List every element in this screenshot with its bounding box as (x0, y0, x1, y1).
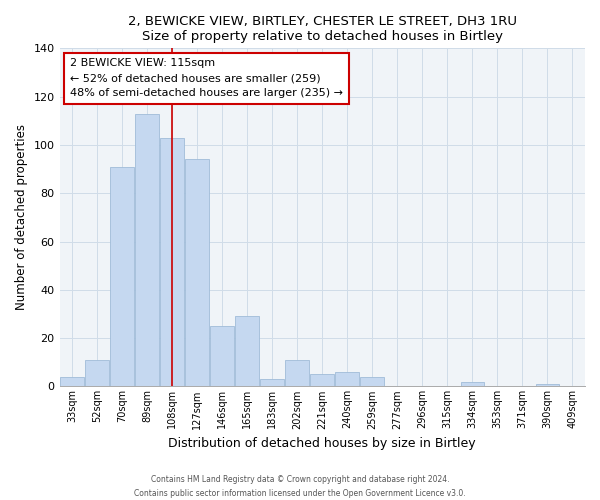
Bar (185, 160, 209, 386)
Bar (85, 360, 109, 386)
Bar (160, 138, 184, 386)
Bar (335, 372, 359, 386)
Title: 2, BEWICKE VIEW, BIRTLEY, CHESTER LE STREET, DH3 1RU
Size of property relative t: 2, BEWICKE VIEW, BIRTLEY, CHESTER LE STR… (128, 15, 517, 43)
X-axis label: Distribution of detached houses by size in Birtley: Distribution of detached houses by size … (169, 437, 476, 450)
Bar (60, 376, 84, 386)
Bar (235, 316, 259, 386)
Bar (260, 379, 284, 386)
Y-axis label: Number of detached properties: Number of detached properties (15, 124, 28, 310)
Bar (310, 374, 334, 386)
Bar (210, 326, 234, 386)
Bar (536, 384, 559, 386)
Bar (110, 166, 134, 386)
Text: Contains HM Land Registry data © Crown copyright and database right 2024.
Contai: Contains HM Land Registry data © Crown c… (134, 476, 466, 498)
Bar (286, 360, 309, 386)
Bar (135, 114, 159, 386)
Bar (461, 382, 484, 386)
Text: 2 BEWICKE VIEW: 115sqm
← 52% of detached houses are smaller (259)
48% of semi-de: 2 BEWICKE VIEW: 115sqm ← 52% of detached… (70, 58, 343, 98)
Bar (361, 376, 384, 386)
